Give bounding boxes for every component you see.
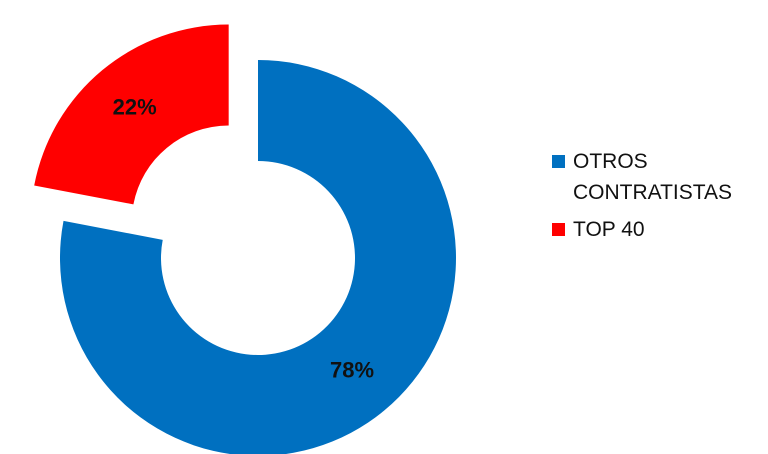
data-label-otros-contratistas: 78% <box>330 357 374 382</box>
legend-swatch-top-40 <box>552 223 565 236</box>
slice-otros-contratistas <box>60 60 456 454</box>
legend-item-top-40: TOP 40 <box>552 214 762 245</box>
legend-swatch-otros-contratistas <box>552 155 565 168</box>
slice-top-40 <box>34 24 229 205</box>
legend-label-otros-contratistas: OTROS CONTRATISTAS <box>573 150 733 204</box>
legend-label-top-40: TOP 40 <box>573 218 645 241</box>
legend-item-otros-contratistas: OTROS CONTRATISTAS <box>552 146 762 208</box>
legend: OTROS CONTRATISTAS TOP 40 <box>552 146 762 251</box>
data-label-top-40: 22% <box>113 95 157 120</box>
